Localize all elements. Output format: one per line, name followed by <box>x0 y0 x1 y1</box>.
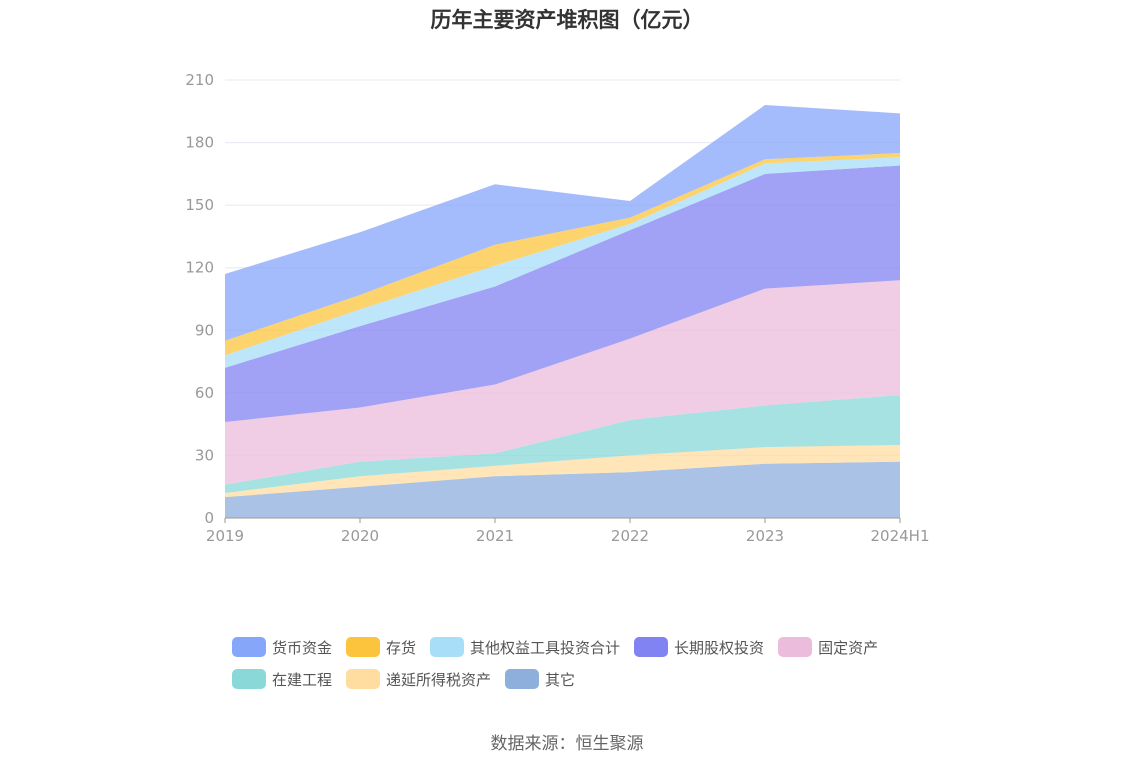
legend-swatch <box>430 637 465 657</box>
stacked-areas <box>225 105 900 518</box>
y-tick-label: 210 <box>185 71 214 89</box>
legend-item[interactable]: 其它 <box>505 669 575 690</box>
legend-row-1: 货币资金 存货 其他权益工具投资合计 长期股权投资 固定资产 <box>232 631 932 663</box>
x-tick-label: 2024H1 <box>871 527 930 545</box>
legend-label: 货币资金 <box>272 638 333 657</box>
legend-item[interactable]: 固定资产 <box>778 637 878 658</box>
chart-title: 历年主要资产堆积图（亿元） <box>430 8 704 32</box>
area-其它 <box>225 461 900 518</box>
y-tick-label: 30 <box>195 446 214 464</box>
legend-label: 其它 <box>545 670 576 689</box>
y-tick-label: 90 <box>195 321 214 339</box>
y-tick-label: 180 <box>185 134 214 152</box>
legend-label: 存货 <box>386 638 417 657</box>
area-长期股权投资 <box>225 165 900 423</box>
y-tick-label: 0 <box>204 509 214 527</box>
legend-swatch <box>778 637 813 657</box>
legend-label: 其他权益工具投资合计 <box>470 638 621 657</box>
x-tick-label: 2021 <box>476 527 514 545</box>
x-tick-label: 2019 <box>206 527 244 545</box>
x-tick-label: 2023 <box>746 527 784 545</box>
legend-label: 长期股权投资 <box>674 638 765 657</box>
x-tick-label: 2022 <box>611 527 649 545</box>
area-固定资产 <box>225 280 900 485</box>
area-在建工程 <box>225 394 900 493</box>
legend-swatch <box>505 669 540 689</box>
legend-item[interactable]: 在建工程 <box>232 669 332 690</box>
legend-item[interactable]: 存货 <box>346 637 416 658</box>
legend-label: 固定资产 <box>818 638 879 657</box>
legend-swatch <box>232 637 266 657</box>
legend-label: 递延所得税资产 <box>386 670 492 689</box>
area-其他权益工具投资合计 <box>225 157 900 368</box>
legend-item[interactable]: 长期股权投资 <box>634 637 764 658</box>
y-tick-label: 150 <box>185 196 214 214</box>
legend-label: 在建工程 <box>272 670 333 689</box>
legend-item[interactable]: 其他权益工具投资合计 <box>430 637 620 658</box>
legend-swatch <box>232 669 266 689</box>
y-tick-label: 60 <box>195 384 214 402</box>
y-tick-label: 120 <box>185 259 214 277</box>
area-递延所得税资产 <box>225 445 900 498</box>
legend-swatch <box>346 669 381 689</box>
axes: 0 30 60 90 120 150 180 210 2019 2020 2021 2022 2023 2… <box>185 71 929 545</box>
legend-row-2: 在建工程 递延所得税资产 其它 <box>232 663 932 695</box>
x-tick-label: 2020 <box>341 527 379 545</box>
legend-item[interactable]: 递延所得税资产 <box>346 669 491 690</box>
legend: 货币资金 存货 其他权益工具投资合计 长期股权投资 固定资产 在建工程 递延所得税资产 其它 <box>232 631 932 695</box>
source-note: 数据来源：恒生聚源 <box>490 734 644 754</box>
legend-swatch <box>346 637 381 657</box>
legend-swatch <box>634 637 669 657</box>
legend-item[interactable]: 货币资金 <box>232 637 332 658</box>
area-货币资金 <box>225 105 900 341</box>
